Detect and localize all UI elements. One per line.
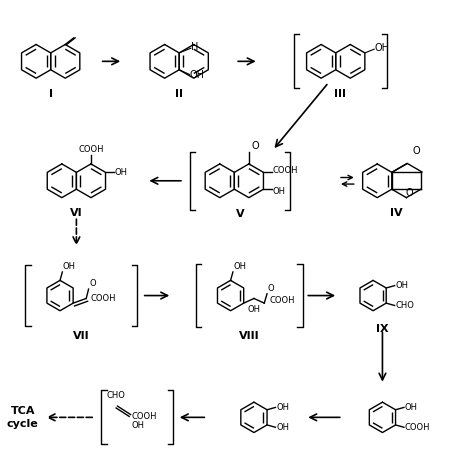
Text: OH: OH <box>276 403 290 412</box>
Text: VI: VI <box>70 208 82 218</box>
Text: OH: OH <box>247 305 261 314</box>
Text: OH: OH <box>405 403 418 412</box>
Text: COOH: COOH <box>405 423 430 432</box>
Text: OH: OH <box>63 262 76 271</box>
Text: CHO: CHO <box>107 391 126 400</box>
Text: OH: OH <box>233 262 246 271</box>
Text: OH: OH <box>190 70 205 81</box>
Text: COOH: COOH <box>131 412 156 421</box>
Text: O: O <box>412 146 420 156</box>
Text: III: III <box>334 89 346 99</box>
Text: H: H <box>191 42 199 52</box>
Text: V: V <box>236 210 244 219</box>
Text: OH: OH <box>276 423 290 432</box>
Text: OH: OH <box>273 187 286 196</box>
Text: OH: OH <box>396 281 409 290</box>
Text: II: II <box>175 89 183 99</box>
Text: CHO: CHO <box>396 301 414 310</box>
Text: OH: OH <box>374 43 390 53</box>
Text: COOH: COOH <box>273 165 298 174</box>
Text: VII: VII <box>73 331 90 341</box>
Text: IV: IV <box>390 208 403 218</box>
Text: OH: OH <box>115 168 128 177</box>
Text: I: I <box>49 89 53 99</box>
Text: O: O <box>267 284 274 293</box>
Text: IX: IX <box>376 324 389 334</box>
Text: TCA
cycle: TCA cycle <box>7 406 38 428</box>
Text: O: O <box>89 279 96 288</box>
Text: COOH: COOH <box>91 294 117 303</box>
Text: O: O <box>406 189 413 199</box>
Text: VIII: VIII <box>239 331 260 341</box>
Text: COOH: COOH <box>78 145 104 154</box>
Text: OH: OH <box>131 421 144 430</box>
Text: O: O <box>252 141 259 151</box>
Text: COOH: COOH <box>270 296 295 305</box>
